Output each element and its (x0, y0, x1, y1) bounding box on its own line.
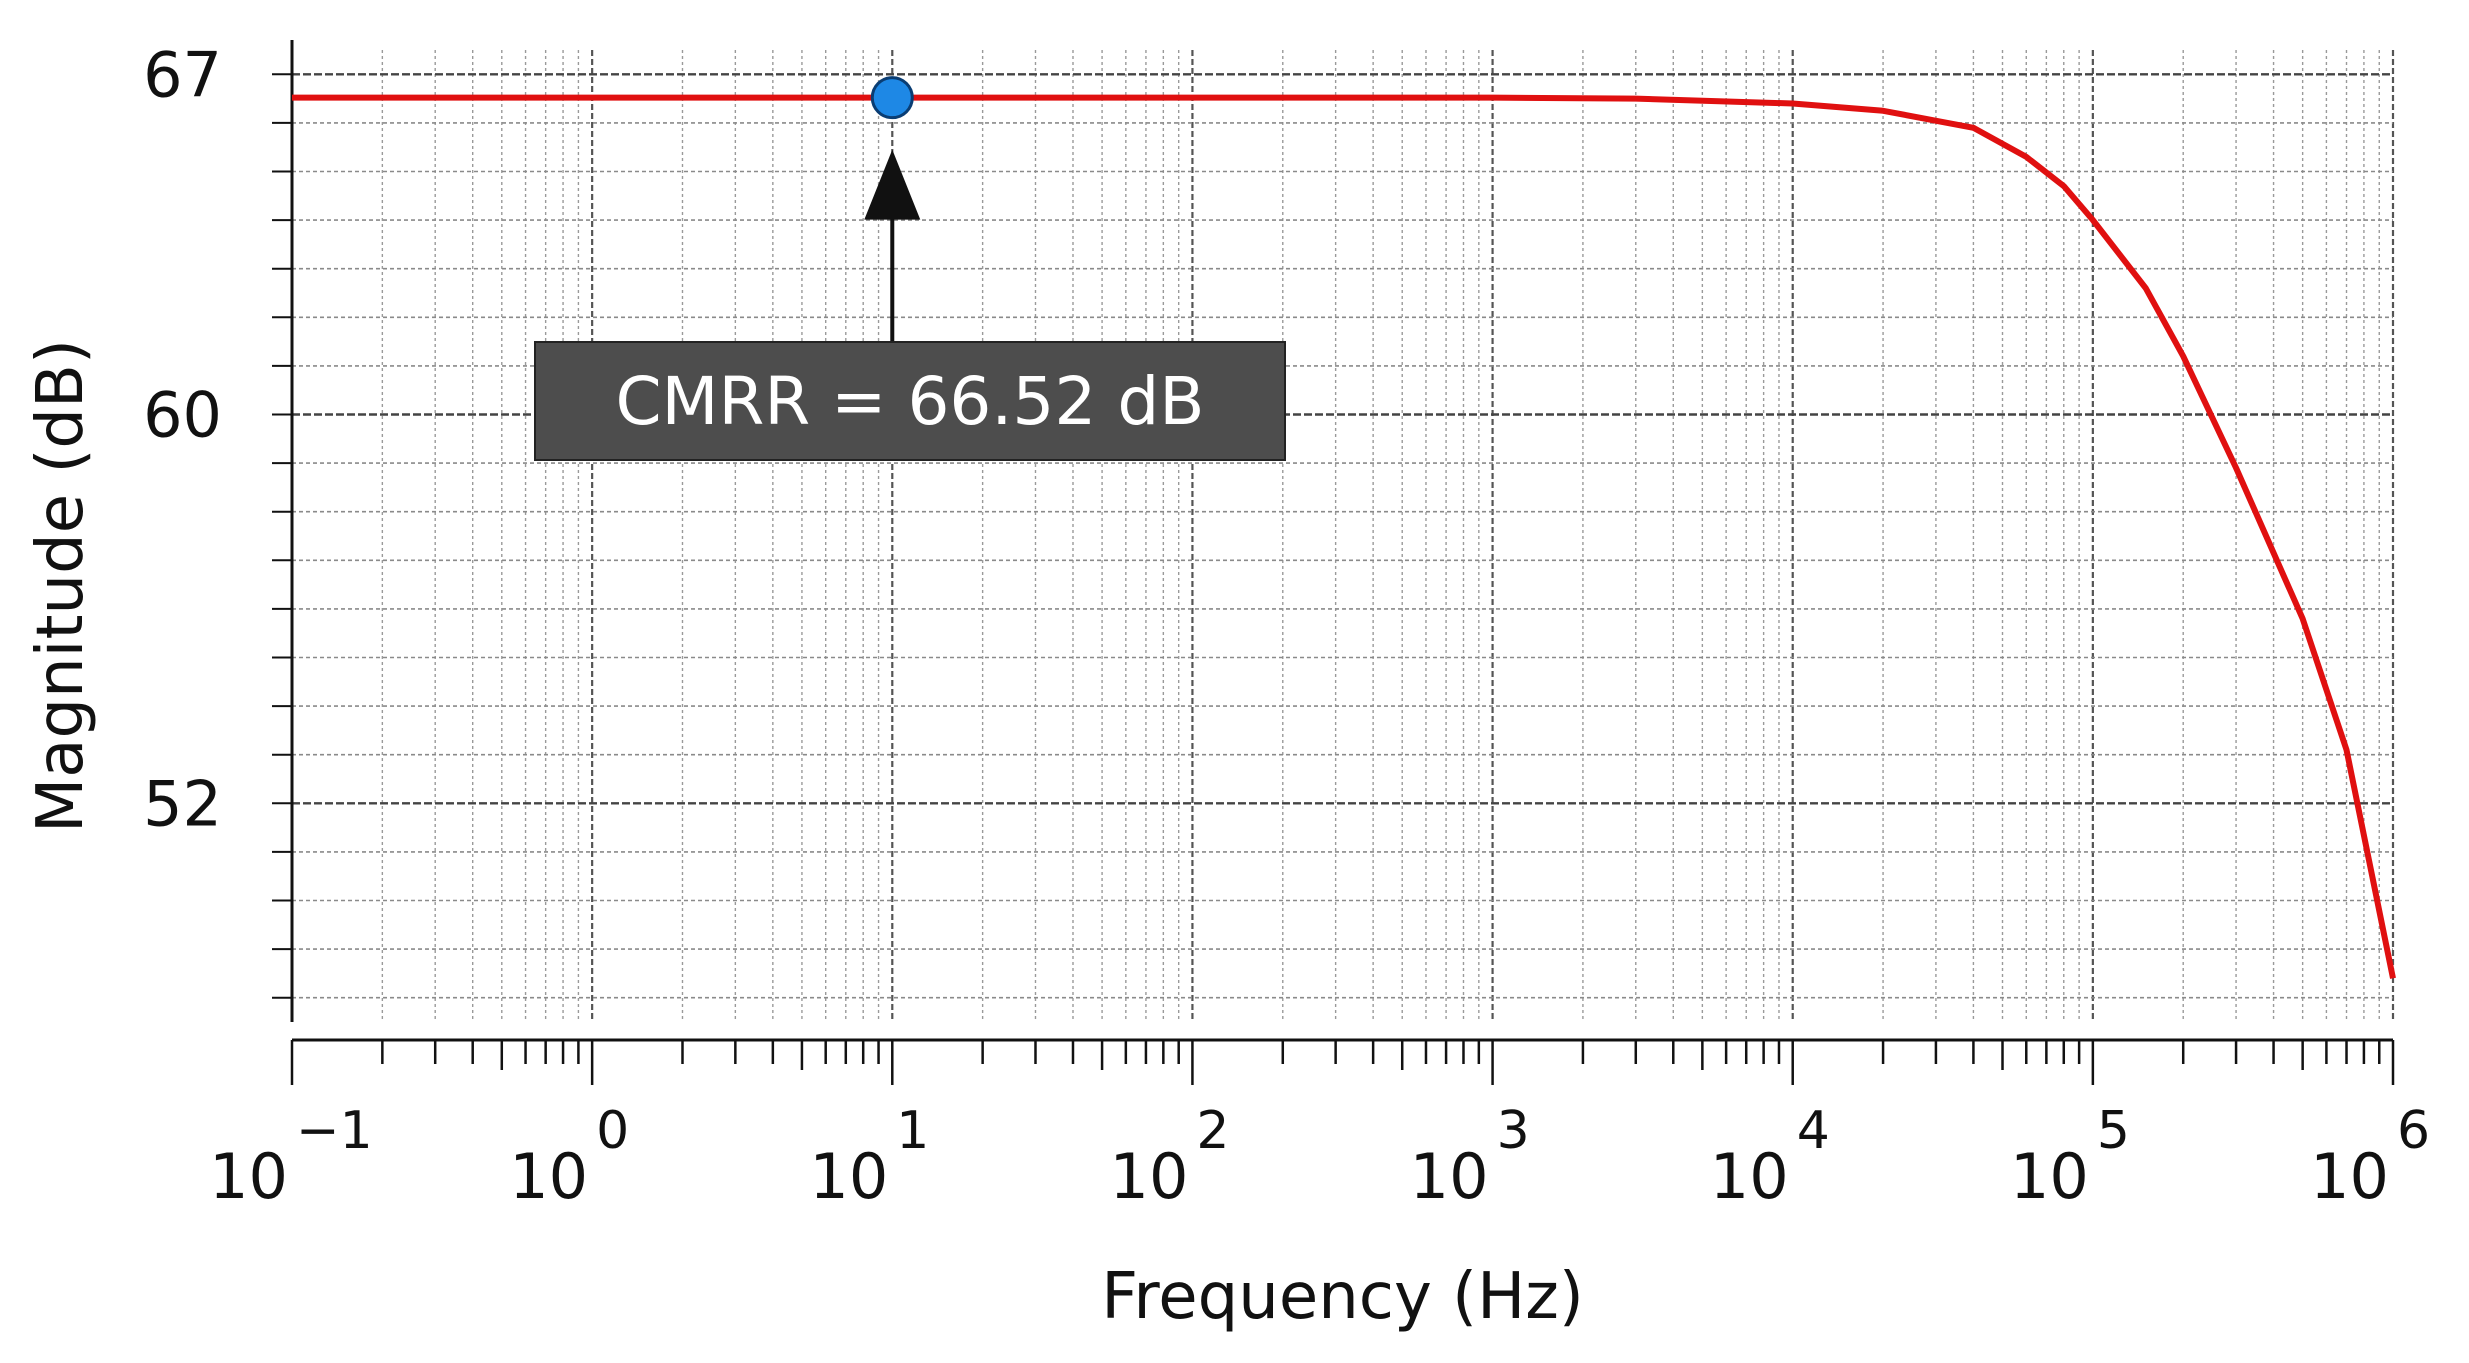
x-tick-label: 106 (2310, 1101, 2430, 1213)
x-tick-label: 104 (1710, 1101, 1830, 1213)
annotation-text: CMRR = 66.52 dB (615, 363, 1204, 440)
x-tick-label: 103 (1410, 1101, 1530, 1213)
grid-layer (292, 50, 2393, 1022)
labels-layer: 67605210−1100101102103104105106Frequency… (24, 38, 2430, 1334)
y-tick-label: 52 (143, 767, 222, 840)
x-tick-exponent: −1 (296, 1101, 373, 1161)
x-tick-exponent: 3 (1497, 1101, 1530, 1161)
y-tick-label: 67 (143, 38, 222, 111)
x-tick-base: 10 (1410, 1140, 1489, 1213)
x-tick-exponent: 5 (2097, 1101, 2130, 1161)
x-tick-base: 10 (809, 1140, 888, 1213)
x-tick-base: 10 (1110, 1140, 1189, 1213)
y-tick-label: 60 (143, 379, 222, 452)
x-tick-exponent: 0 (596, 1101, 629, 1161)
x-tick-base: 10 (1710, 1140, 1789, 1213)
x-tick-base: 10 (509, 1140, 588, 1213)
x-tick-exponent: 4 (1797, 1101, 1830, 1161)
series-layer (292, 78, 2393, 979)
series-line (292, 98, 2393, 979)
x-tick-base: 10 (209, 1140, 288, 1213)
x-axis-title: Frequency (Hz) (1101, 1260, 1584, 1334)
x-tick-label: 102 (1110, 1101, 1230, 1213)
y-axis-title: Magnitude (dB) (24, 339, 98, 833)
x-tick-exponent: 1 (896, 1101, 929, 1161)
x-tick-exponent: 6 (2397, 1101, 2430, 1161)
cmrr-marker-point (872, 78, 912, 118)
x-tick-base: 10 (2010, 1140, 2089, 1213)
x-tick-label: 105 (2010, 1101, 2130, 1213)
x-tick-base: 10 (2310, 1140, 2389, 1213)
x-tick-label: 100 (509, 1101, 629, 1213)
x-tick-label: 10−1 (209, 1101, 373, 1213)
annotation-arrow-head (864, 150, 920, 220)
x-tick-label: 101 (809, 1101, 929, 1213)
annotation-layer: CMRR = 66.52 dB (535, 150, 1285, 460)
x-tick-exponent: 2 (1196, 1101, 1229, 1161)
